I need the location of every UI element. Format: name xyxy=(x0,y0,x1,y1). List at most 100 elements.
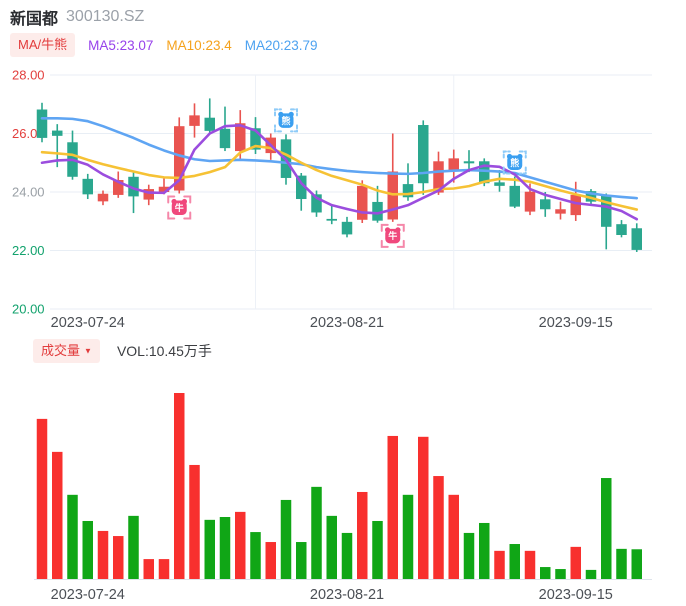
volume-bar[interactable] xyxy=(448,494,460,579)
volume-bar[interactable] xyxy=(601,478,612,579)
marker-corner-bracket xyxy=(183,195,192,204)
price-y-tick-label: 22.00 xyxy=(12,243,45,258)
candle[interactable] xyxy=(36,109,48,138)
volume-bar[interactable] xyxy=(555,569,566,579)
volume-bar[interactable] xyxy=(189,464,200,579)
candle[interactable] xyxy=(372,201,383,221)
bull-badge-glyph: 牛 xyxy=(388,230,397,241)
volume-bar[interactable] xyxy=(357,491,368,579)
volume-bar[interactable] xyxy=(158,559,170,579)
volume-bar[interactable] xyxy=(540,567,551,579)
marker-corner-bracket xyxy=(183,211,192,220)
volume-bar[interactable] xyxy=(113,536,124,579)
candle[interactable] xyxy=(418,125,429,184)
volume-bar[interactable] xyxy=(524,550,536,579)
candle[interactable] xyxy=(479,161,490,184)
volume-bar[interactable] xyxy=(570,546,582,579)
bear-signal-marker[interactable]: 熊 xyxy=(274,108,298,133)
candle[interactable] xyxy=(555,209,566,214)
volume-bar[interactable] xyxy=(372,520,383,579)
volume-bar[interactable] xyxy=(341,532,353,579)
candle[interactable] xyxy=(585,191,597,202)
price-y-tick-label: 26.00 xyxy=(12,126,45,141)
candle[interactable] xyxy=(433,161,444,193)
marker-corner-bracket xyxy=(290,108,298,117)
candle[interactable] xyxy=(524,191,536,212)
bull-signal-marker[interactable]: 牛 xyxy=(167,195,192,220)
candle[interactable] xyxy=(326,218,338,221)
volume-bar[interactable] xyxy=(52,451,63,579)
volume-bar[interactable] xyxy=(143,559,155,579)
volume-bar[interactable] xyxy=(219,517,231,579)
volume-bar[interactable] xyxy=(97,530,109,579)
volume-bar[interactable] xyxy=(433,476,444,579)
candle[interactable] xyxy=(448,158,460,171)
candle[interactable] xyxy=(463,161,475,164)
marker-corner-bracket xyxy=(396,223,405,232)
candle[interactable] xyxy=(341,221,353,235)
stock-name: 新国都 xyxy=(10,11,59,28)
candle[interactable] xyxy=(52,130,63,136)
volume-bar[interactable] xyxy=(280,499,292,579)
ma5-line xyxy=(40,124,639,221)
candle[interactable] xyxy=(494,182,505,186)
candle[interactable] xyxy=(296,175,307,200)
ma20-legend: MA20:23.79 xyxy=(244,37,318,53)
volume-bar[interactable] xyxy=(326,515,338,579)
candle[interactable] xyxy=(570,194,582,216)
candle[interactable] xyxy=(143,189,155,200)
candle[interactable] xyxy=(311,194,322,213)
candle[interactable] xyxy=(113,180,124,195)
candle[interactable] xyxy=(357,185,368,220)
candle[interactable] xyxy=(540,199,551,210)
ma-indicator-selector[interactable]: MA/牛熊 xyxy=(10,33,76,57)
candle[interactable] xyxy=(189,115,200,126)
volume-bar[interactable] xyxy=(402,494,414,579)
candle[interactable] xyxy=(250,128,261,150)
volume-bar[interactable] xyxy=(235,511,246,579)
volume-indicator-selector[interactable]: 成交量 ▼ xyxy=(33,339,100,363)
volume-bar[interactable] xyxy=(479,522,490,579)
candle[interactable] xyxy=(158,186,170,192)
marker-corner-bracket xyxy=(518,166,527,175)
volume-bar[interactable] xyxy=(174,393,185,579)
volume-bar[interactable] xyxy=(265,542,277,579)
volume-bar[interactable] xyxy=(82,520,94,579)
volume-bar[interactable] xyxy=(585,569,597,579)
volume-bar[interactable] xyxy=(494,550,505,579)
candle[interactable] xyxy=(631,228,643,250)
price-x-tick-label: 2023-08-21 xyxy=(310,315,384,331)
bear-badge-glyph: 熊 xyxy=(281,115,290,126)
volume-bar[interactable] xyxy=(67,494,78,579)
candle[interactable] xyxy=(509,185,521,207)
candle[interactable] xyxy=(204,117,216,131)
marker-corner-bracket xyxy=(274,124,282,133)
volume-bar[interactable] xyxy=(463,532,475,579)
bear-signal-marker[interactable]: 熊 xyxy=(502,150,527,175)
candle[interactable] xyxy=(601,194,612,227)
bull-signal-marker[interactable]: 牛 xyxy=(380,223,405,248)
volume-bar[interactable] xyxy=(418,436,429,579)
candle[interactable] xyxy=(402,184,414,198)
candle[interactable] xyxy=(235,123,246,152)
candle[interactable] xyxy=(82,178,94,195)
candle[interactable] xyxy=(219,128,231,149)
volume-bar[interactable] xyxy=(128,515,139,579)
volume-bar[interactable] xyxy=(631,549,643,579)
bull-badge-body xyxy=(385,228,401,244)
candle[interactable] xyxy=(174,126,185,191)
marker-corner-bracket xyxy=(518,150,527,159)
volume-bar[interactable] xyxy=(250,532,261,579)
candle[interactable] xyxy=(616,224,627,235)
price-y-tick-label: 20.00 xyxy=(12,302,45,317)
volume-bar[interactable] xyxy=(296,542,307,579)
volume-bar[interactable] xyxy=(387,435,399,579)
volume-bar[interactable] xyxy=(616,548,627,579)
candle[interactable] xyxy=(128,176,139,197)
candle[interactable] xyxy=(97,193,109,202)
volume-bar[interactable] xyxy=(36,418,48,579)
volume-bar[interactable] xyxy=(509,544,521,579)
volume-bar[interactable] xyxy=(311,486,322,579)
volume-bar[interactable] xyxy=(204,519,216,579)
